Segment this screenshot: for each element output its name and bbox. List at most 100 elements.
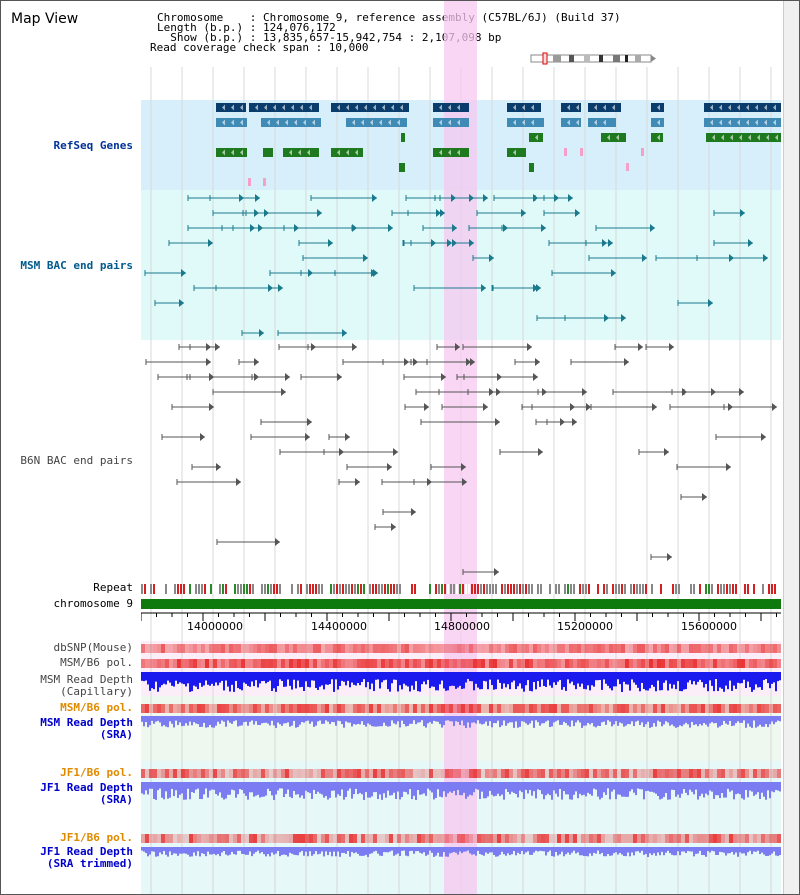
read-depth-bar xyxy=(357,672,359,684)
polymorphism-cell xyxy=(569,659,573,668)
read-depth-bar xyxy=(693,782,695,795)
read-depth-bar xyxy=(165,672,167,685)
polymorphism-cell xyxy=(705,769,709,778)
polymorphism-cell xyxy=(373,834,377,843)
read-depth-bar xyxy=(351,716,353,727)
track-label-msm-depth-sra[interactable]: MSM Read Depth xyxy=(40,716,133,729)
read-depth-bar xyxy=(187,716,189,726)
track-label-msm-b6-pol-2[interactable]: MSM/B6 pol. xyxy=(60,701,133,714)
read-depth-bar xyxy=(749,672,751,688)
read-depth-bar xyxy=(573,672,575,686)
track-label-jf1-depth-trimmed[interactable]: JF1 Read Depth xyxy=(40,845,133,858)
polymorphism-cell xyxy=(201,769,205,778)
track-label-msm-depth-capillary[interactable]: MSM Read Depth xyxy=(40,673,133,686)
polymorphism-cell xyxy=(601,704,605,713)
polymorphism-cell xyxy=(493,769,497,778)
read-depth-bar xyxy=(469,782,471,795)
polymorphism-cell xyxy=(293,769,297,778)
right-scroll-strip[interactable] xyxy=(783,1,799,894)
read-depth-bar xyxy=(741,716,743,723)
read-depth-bar xyxy=(379,782,381,795)
read-depth-bar xyxy=(311,847,313,856)
read-depth-bar xyxy=(485,716,487,722)
polymorphism-cell xyxy=(565,769,569,778)
polymorphism-cell xyxy=(245,769,249,778)
read-depth-bar xyxy=(201,716,203,727)
polymorphism-cell xyxy=(697,644,701,653)
read-depth-bar xyxy=(245,716,247,722)
read-depth-bar xyxy=(387,847,389,853)
read-depth-bar xyxy=(249,847,251,852)
genome-track-canvas[interactable] xyxy=(141,1,781,894)
read-depth-bar xyxy=(347,847,349,851)
read-depth-bar xyxy=(395,847,397,855)
read-depth-bar xyxy=(597,672,599,681)
read-depth-bar xyxy=(403,716,405,725)
read-depth-bar xyxy=(625,782,627,797)
repeat-mark xyxy=(393,584,395,594)
polymorphism-cell xyxy=(453,834,457,843)
polymorphism-cell xyxy=(581,644,585,653)
read-depth-bar xyxy=(605,672,607,684)
read-depth-bar xyxy=(495,672,497,690)
polymorphism-cell xyxy=(717,834,721,843)
track-label-jf1-b6-pol[interactable]: JF1/B6 pol. xyxy=(60,766,133,779)
polymorphism-cell xyxy=(449,704,453,713)
polymorphism-cell xyxy=(269,769,273,778)
read-depth-bar xyxy=(657,716,659,721)
repeat-mark xyxy=(441,584,443,594)
polymorphism-cell xyxy=(537,644,541,653)
read-depth-bar xyxy=(401,672,403,690)
track-label-jf1-depth-sra[interactable]: JF1 Read Depth xyxy=(40,781,133,794)
polymorphism-cell xyxy=(233,704,237,713)
read-depth-bar xyxy=(621,672,623,692)
polymorphism-cell xyxy=(389,769,393,778)
read-depth-bar xyxy=(645,672,647,691)
read-depth-bar xyxy=(567,782,569,795)
polymorphism-cell xyxy=(573,834,577,843)
polymorphism-cell xyxy=(313,659,317,668)
track-label-repeat[interactable]: Repeat xyxy=(93,581,133,594)
polymorphism-cell xyxy=(517,644,521,653)
msm-bac-pair-arrow xyxy=(650,224,655,232)
polymorphism-cell xyxy=(229,704,233,713)
repeat-mark xyxy=(753,584,755,594)
read-depth-bar xyxy=(363,782,365,800)
chromosome-ideogram[interactable] xyxy=(529,52,657,66)
read-depth-bar xyxy=(405,782,407,793)
read-depth-bar xyxy=(455,716,457,722)
polymorphism-cell xyxy=(469,659,473,668)
polymorphism-cell xyxy=(433,834,437,843)
polymorphism-cell xyxy=(625,704,629,713)
read-depth-bar xyxy=(607,782,609,789)
read-depth-bar xyxy=(681,672,683,692)
track-label-dbsnp[interactable]: dbSNP(Mouse) xyxy=(53,641,133,654)
read-depth-bar xyxy=(503,672,505,684)
read-depth-bar xyxy=(157,716,159,721)
repeat-mark xyxy=(615,584,617,594)
track-label-refseq-genes[interactable]: RefSeq Genes xyxy=(53,139,133,152)
read-depth-bar xyxy=(231,716,233,724)
read-depth-bar xyxy=(189,716,191,722)
repeat-mark xyxy=(294,584,296,594)
polymorphism-cell xyxy=(233,659,237,668)
read-depth-bar xyxy=(563,847,565,857)
polymorphism-cell xyxy=(341,659,345,668)
read-depth-bar xyxy=(471,847,473,855)
polymorphism-cell xyxy=(161,834,165,843)
read-depth-bar xyxy=(147,716,149,728)
track-label-jf1-b6-pol-2[interactable]: JF1/B6 pol. xyxy=(60,831,133,844)
track-label-msm-bac[interactable]: MSM BAC end pairs xyxy=(20,259,133,272)
msm-bac-pair-arrow xyxy=(363,254,368,262)
read-depth-bar xyxy=(737,716,739,722)
msm-bac-pair-arrow xyxy=(708,299,713,307)
polymorphism-cell xyxy=(641,769,645,778)
gene-arrow xyxy=(289,149,292,156)
polymorphism-cell xyxy=(177,834,181,843)
polymorphism-cell xyxy=(461,659,465,668)
b6n-bac-pair-arrow xyxy=(669,343,674,351)
track-label-msm-b6-pol[interactable]: MSM/B6 pol. xyxy=(60,656,133,669)
track-label-b6n-bac[interactable]: B6N BAC end pairs xyxy=(20,454,133,467)
read-depth-bar xyxy=(349,782,351,789)
read-depth-bar xyxy=(271,716,273,721)
